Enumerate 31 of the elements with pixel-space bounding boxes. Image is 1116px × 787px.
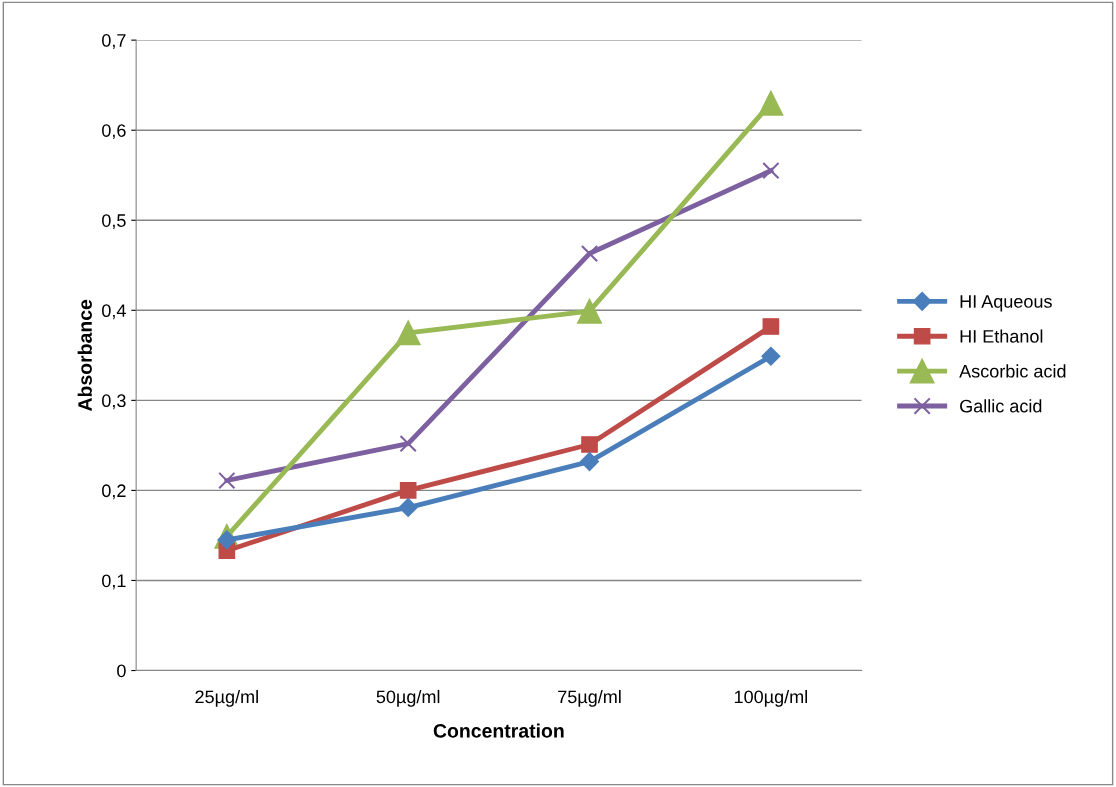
legend-label: Gallic acid: [960, 399, 1042, 413]
point: [762, 162, 780, 180]
point: [398, 497, 418, 518]
point: [580, 244, 599, 263]
x-tick-label: 25µg/ml: [195, 689, 258, 707]
point: [762, 318, 780, 335]
y-tick-label: 0,7: [102, 34, 126, 49]
y-tick-label: 0: [117, 664, 126, 678]
legend-label: HI Ethanol: [960, 329, 1043, 343]
point: [399, 482, 417, 499]
x-tick-label: 50µg/ml: [376, 689, 440, 707]
point: [758, 90, 784, 116]
point: [581, 436, 598, 453]
x-tick-label: 100µg/ml: [734, 689, 807, 707]
y-tick-label: 0,2: [102, 484, 126, 500]
x-axis-title: Concentration: [433, 723, 564, 738]
point: [218, 471, 236, 490]
y-tick-label: 0,5: [102, 214, 126, 230]
y-tick-label: 0,4: [102, 304, 126, 320]
legend-label: Ascorbic acid: [959, 364, 1066, 378]
y-tick-label: 0,6: [102, 124, 126, 140]
point: [577, 298, 603, 324]
point: [761, 346, 781, 366]
y-axis-title: Absorbance: [77, 299, 92, 412]
point: [399, 434, 417, 453]
y-tick-label: 0,1: [102, 574, 126, 590]
y-tick-label: 0,3: [102, 394, 126, 410]
legend-label: HI Aqueous: [960, 295, 1052, 312]
point: [579, 452, 600, 472]
point: [395, 320, 421, 346]
x-tick-label: 75µg/ml: [558, 689, 621, 707]
